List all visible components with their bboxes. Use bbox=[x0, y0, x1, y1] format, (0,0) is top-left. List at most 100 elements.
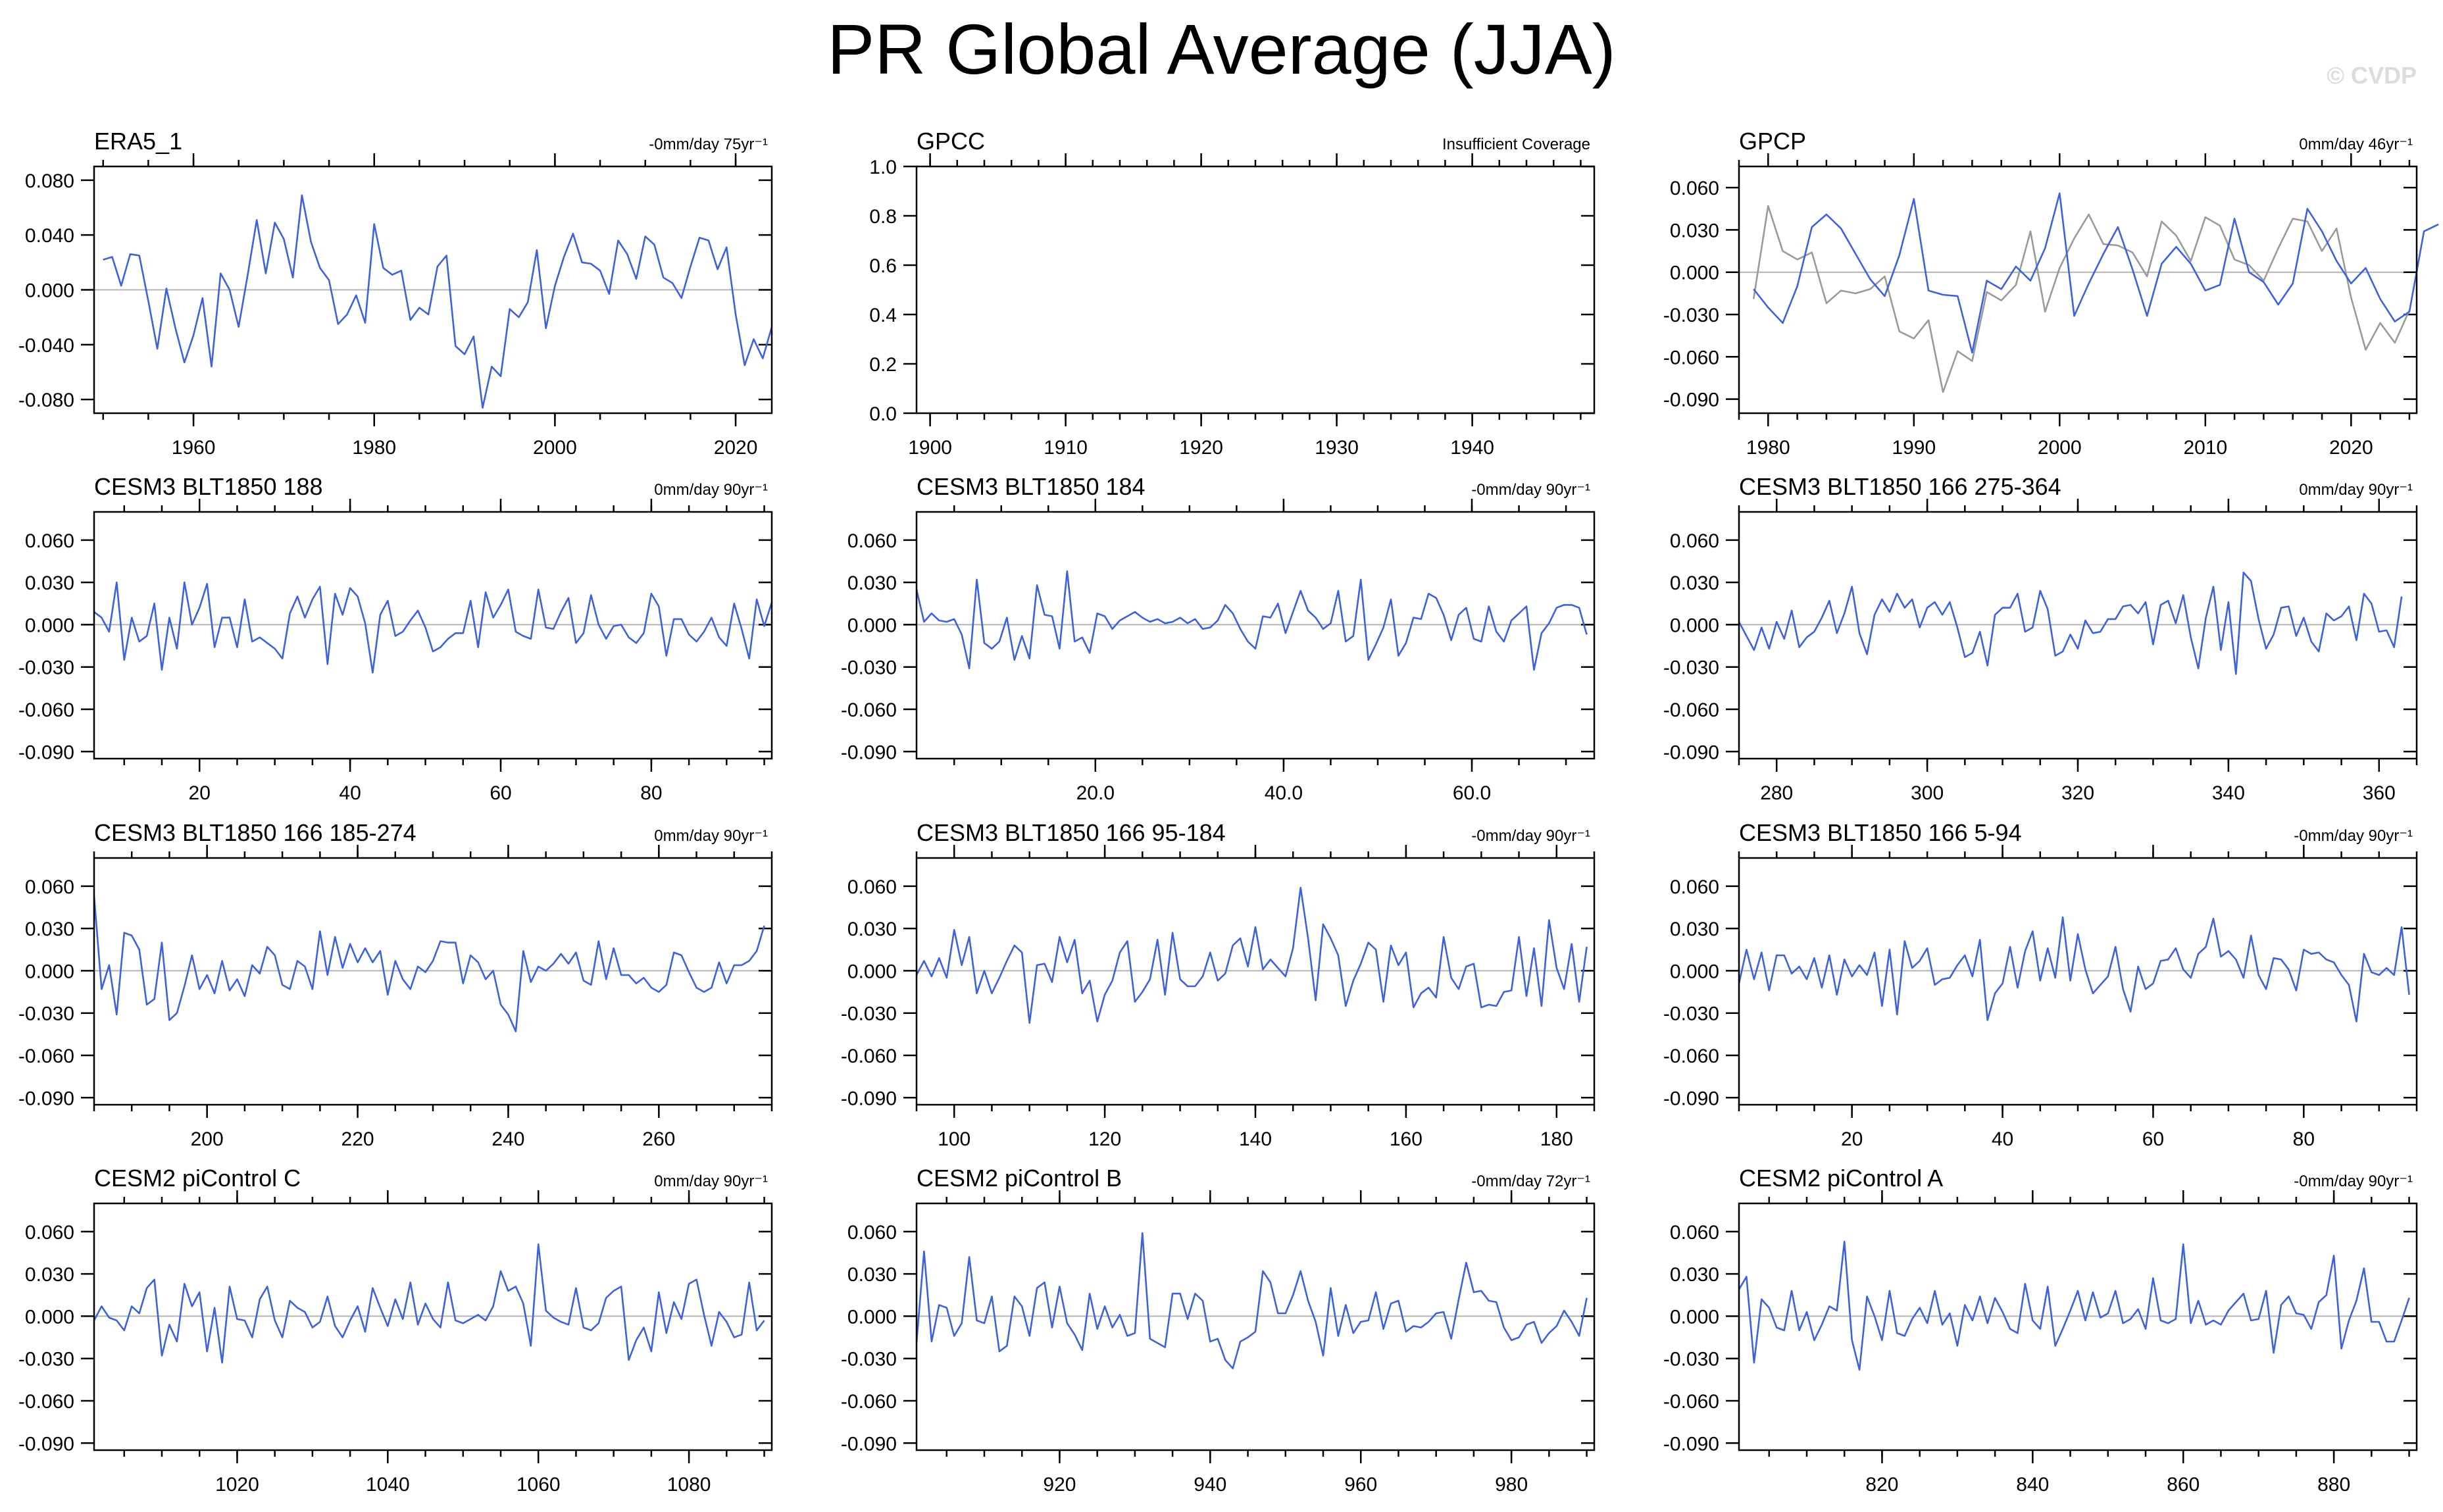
y-tick-label: -0.060 bbox=[1663, 1046, 1719, 1067]
x-tick-label: 1980 bbox=[1746, 437, 1790, 459]
x-tick-label: 60 bbox=[2142, 1128, 2164, 1150]
y-tick-label: -0.090 bbox=[841, 742, 897, 763]
watermark: © CVDP bbox=[2327, 62, 2417, 89]
x-tick-label: 2000 bbox=[533, 437, 577, 459]
panel-era5: ERA5_1 -0mm/day 75yr⁻¹ -0.080 -0.040 0.000 0.… bbox=[18, 128, 773, 459]
x-tick-label: 220 bbox=[341, 1128, 374, 1150]
panel-gpcc: GPCC Insufficient Coverage 0.0 0.2 0.4 0.6 0.8… bbox=[869, 128, 1596, 459]
panel-title: CESM2 piControl C bbox=[94, 1165, 301, 1192]
series-line-era5-1 bbox=[103, 194, 773, 409]
y-tick-label: -0.090 bbox=[841, 1433, 897, 1455]
panel-pictl_b: CESM2 piControl B -0mm/day 72yr⁻¹ -0.090 -0… bbox=[841, 1165, 1596, 1496]
panel-title: GPCC bbox=[917, 128, 985, 155]
series-line-cesm2-picontrol-b bbox=[915, 1232, 1588, 1369]
series-line-era5 bbox=[1752, 205, 2411, 393]
panel-blt188: CESM3 BLT1850 188 0mm/day 90yr⁻¹ -0.090 -0.… bbox=[18, 473, 773, 804]
panel-blt166a: CESM3 BLT1850 166 275-364 0mm/day 90yr⁻¹ -… bbox=[1663, 473, 2418, 804]
y-tick-label: 0.000 bbox=[1670, 961, 1719, 982]
x-tick-label: 940 bbox=[1194, 1474, 1226, 1496]
y-tick-label: -0.060 bbox=[18, 1046, 74, 1067]
y-tick-label: 0.040 bbox=[25, 225, 74, 247]
y-tick-label: 0.000 bbox=[25, 1306, 74, 1328]
panel-trend-label: -0mm/day 90yr⁻¹ bbox=[1471, 827, 1590, 845]
y-tick-label: 0.080 bbox=[25, 170, 74, 192]
panel-trend-label: -0mm/day 75yr⁻¹ bbox=[649, 136, 768, 153]
y-tick-label: -0.030 bbox=[1663, 1349, 1719, 1371]
y-tick-label: 0.000 bbox=[25, 280, 74, 302]
y-tick-label: -0.060 bbox=[841, 1391, 897, 1413]
x-tick-label: 120 bbox=[1088, 1128, 1121, 1150]
y-tick-label: 0.060 bbox=[1670, 530, 1719, 552]
plot-frame bbox=[915, 857, 1596, 1106]
y-tick-label: -0.090 bbox=[18, 1433, 74, 1455]
x-tick-label: 80 bbox=[640, 782, 662, 804]
y-tick-label: 0.030 bbox=[847, 1264, 897, 1286]
y-tick-label: 0.030 bbox=[1670, 1264, 1719, 1286]
x-tick-label: 340 bbox=[2212, 782, 2245, 804]
panel-blt184: CESM3 BLT1850 184 -0mm/day 90yr⁻¹ -0.090 -0… bbox=[841, 473, 1596, 804]
series-line-gpcp bbox=[1753, 192, 2439, 354]
x-tick-label: 20.0 bbox=[1076, 782, 1115, 804]
x-tick-label: 300 bbox=[1911, 782, 1944, 804]
panel-trend-label: -0mm/day 72yr⁻¹ bbox=[1471, 1172, 1590, 1190]
y-tick-label: 0.000 bbox=[1670, 1306, 1719, 1328]
y-tick-label: 0.030 bbox=[25, 572, 74, 594]
x-tick-label: 160 bbox=[1390, 1128, 1423, 1150]
series-line-cesm2-picontrol-c bbox=[93, 1243, 765, 1364]
y-tick-label: 0.030 bbox=[25, 1264, 74, 1286]
series-line-cesm3-blt1850-166-5-94 bbox=[1738, 916, 2410, 1022]
y-tick-label: 0.060 bbox=[847, 876, 897, 898]
x-tick-label: 180 bbox=[1540, 1128, 1573, 1150]
panel-title: CESM2 piControl B bbox=[917, 1165, 1122, 1192]
x-tick-label: 1920 bbox=[1179, 437, 1223, 459]
y-tick-label: -0.060 bbox=[841, 1046, 897, 1067]
x-tick-label: 2000 bbox=[2038, 437, 2082, 459]
panel-title: CESM3 BLT1850 184 bbox=[917, 473, 1146, 500]
panel-trend-label: -0mm/day 90yr⁻¹ bbox=[1471, 481, 1590, 499]
x-tick-label: 860 bbox=[2167, 1474, 2200, 1496]
y-tick-label: -0.030 bbox=[841, 1349, 897, 1371]
x-tick-label: 1930 bbox=[1315, 437, 1359, 459]
y-tick-label: 0.000 bbox=[25, 961, 74, 982]
y-tick-label: -0.030 bbox=[18, 1003, 74, 1025]
x-tick-label: 140 bbox=[1239, 1128, 1272, 1150]
x-tick-label: 820 bbox=[1865, 1474, 1898, 1496]
x-tick-label: 840 bbox=[2016, 1474, 2049, 1496]
x-tick-label: 1910 bbox=[1044, 437, 1088, 459]
x-tick-label: 960 bbox=[1344, 1474, 1377, 1496]
panel-title: GPCP bbox=[1739, 128, 1806, 155]
y-tick-label: -0.060 bbox=[841, 699, 897, 721]
panel-title: CESM3 BLT1850 166 185-274 bbox=[94, 819, 416, 846]
x-tick-label: 360 bbox=[2363, 782, 2396, 804]
panel-trend-label: Insufficient Coverage bbox=[1442, 136, 1590, 153]
y-tick-label: -0.090 bbox=[18, 742, 74, 763]
x-tick-label: 1900 bbox=[908, 437, 952, 459]
x-tick-label: 880 bbox=[2317, 1474, 2350, 1496]
x-tick-label: 920 bbox=[1043, 1474, 1076, 1496]
x-tick-label: 1980 bbox=[352, 437, 396, 459]
y-tick-label: -0.030 bbox=[1663, 1003, 1719, 1025]
y-tick-label: -0.030 bbox=[1663, 305, 1719, 326]
y-tick-label: 0.030 bbox=[25, 919, 74, 940]
y-tick-label: -0.030 bbox=[18, 657, 74, 679]
y-tick-label: 0.000 bbox=[847, 1306, 897, 1328]
y-tick-label: 0.060 bbox=[25, 530, 74, 552]
y-tick-label: 0.060 bbox=[847, 530, 897, 552]
y-tick-label: 0.2 bbox=[869, 354, 897, 376]
y-tick-label: 0.4 bbox=[869, 305, 897, 326]
panel-blt166d: CESM3 BLT1850 166 5-94 -0mm/day 90yr⁻¹ -0.… bbox=[1663, 819, 2418, 1150]
y-tick-label: 0.000 bbox=[1670, 263, 1719, 284]
panel-trend-label: 0mm/day 46yr⁻¹ bbox=[2299, 136, 2413, 153]
panel-title: CESM3 BLT1850 166 275-364 bbox=[1739, 473, 2061, 500]
x-tick-label: 1940 bbox=[1450, 437, 1494, 459]
y-tick-label: -0.030 bbox=[18, 1349, 74, 1371]
x-tick-label: 240 bbox=[491, 1128, 524, 1150]
x-tick-label: 1960 bbox=[172, 437, 216, 459]
y-tick-label: -0.090 bbox=[18, 1088, 74, 1109]
y-tick-label: 0.000 bbox=[847, 961, 897, 982]
plot-frame bbox=[93, 857, 773, 1106]
plot-frame bbox=[1738, 165, 2418, 415]
y-tick-label: -0.030 bbox=[841, 1003, 897, 1025]
y-tick-label: 0.6 bbox=[869, 255, 897, 277]
page-title: PR Global Average (JJA) bbox=[827, 9, 1616, 89]
